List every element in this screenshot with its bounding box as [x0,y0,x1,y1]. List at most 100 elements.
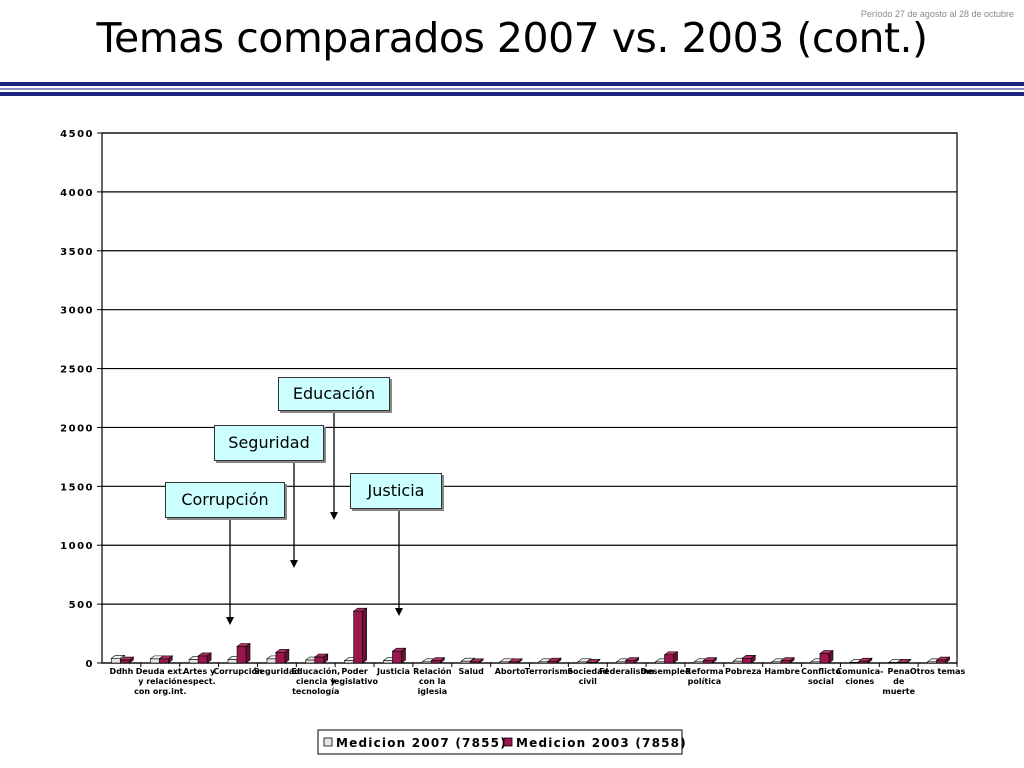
bar-front [353,610,363,664]
y-tick-label: 2000 [60,423,94,434]
bar-front [120,659,130,664]
bar-2003 [547,657,562,664]
bar-2003 [508,658,523,664]
bar-front [188,659,199,664]
x-tick-label: Reforma política [685,667,723,686]
bar-2003 [663,651,679,664]
arrow-head [290,560,298,568]
bar-front [305,659,316,664]
arrow-corrupcion [226,516,234,625]
x-tick-label: Conflicto social [801,667,841,686]
x-tick-label: Poder legislativo [331,667,378,686]
bar-2003 [741,654,757,664]
bar-front [849,662,860,664]
legend-label: Medicion 2007 (7855) [336,736,507,750]
bar-front [810,661,821,664]
bar-front [819,653,830,664]
legend-swatch [323,737,333,747]
legend-swatch [503,737,513,747]
bar-front [392,650,402,664]
bar-side [245,642,251,664]
x-tick-label: Desempleo [641,667,691,676]
bar-2003 [780,657,796,664]
x-tick-label: Seguridad [254,667,300,676]
bar-front [266,658,277,664]
bar-front [664,654,674,664]
bar-2003 [430,657,446,664]
bar-front [158,658,169,664]
bar-front [897,662,908,664]
x-tick-label: Corrupción [213,666,263,676]
y-tick-label: 500 [69,600,94,611]
bar-front [508,661,519,664]
x-tick-label: Artes y espect. [183,667,216,686]
bar-2003 [274,648,290,664]
bar-front [703,660,713,664]
arrow-head [330,512,338,520]
bar-front [431,660,441,664]
bar-front [236,646,247,664]
bar-front [616,661,626,664]
x-tick-label: Terrorismo [525,667,574,676]
bar-front [499,661,510,664]
bar-2003 [819,649,834,664]
bar-2003 [469,658,485,664]
bar-2003 [585,658,601,664]
bar-2003 [236,642,251,664]
x-tick-label: Ddhh [110,667,134,676]
callout-corrupcion: Corrupción [165,482,285,518]
callout-justicia: Justicia [350,473,442,509]
bar-front [149,658,160,664]
bar-front [111,657,121,664]
y-tick-label: 1000 [60,541,94,552]
y-tick-label: 0 [86,659,94,670]
callout-educacion: Educación [278,377,390,411]
bar-2003 [197,652,213,664]
y-tick-label: 1500 [60,482,94,493]
bar-front [732,660,743,664]
callout-seguridad: Seguridad [214,425,324,461]
bar-2003 [352,607,368,664]
arrow-justicia [395,507,403,616]
x-tick-label: Salud [459,667,485,676]
bar-front [625,660,635,664]
x-tick-label: Hambre [764,667,800,676]
title-underline [0,82,1024,96]
arrow-head [395,608,403,616]
arrow-educacion [330,409,338,520]
bar-front [344,660,354,664]
bar-front [888,662,899,664]
bar-2003 [896,658,912,664]
bar-front [927,661,937,664]
x-tick-label: Otros temas [910,667,966,676]
x-tick-label: Comunica-ciones [836,667,883,686]
bar-front [314,656,325,664]
bar-front [538,661,549,664]
y-tick-label: 2500 [60,365,94,376]
x-tick-label: Justicia [376,667,410,676]
bar-front [227,659,238,664]
bar-front [469,661,480,664]
y-tick-label: 3000 [60,306,94,317]
bar-2003 [702,657,718,664]
bar-2003 [158,655,174,664]
bar-front [858,660,869,664]
bar-front [275,652,286,664]
page-title: Temas comparados 2007 vs. 2003 (cont.) [96,14,928,62]
bar-front [547,660,558,664]
x-tick-label: Aborto [495,667,526,676]
x-tick-label: Pobreza [725,667,762,676]
arrow-head [226,617,234,625]
legend-box [317,729,683,755]
legend-label: Medicion 2003 (7858) [516,736,687,750]
bar-2003 [313,653,329,664]
x-tick-label: Educación, ciencia y tecnología [291,666,340,696]
x-tick-label: Federalismo [599,667,655,676]
bar-front [741,657,752,664]
x-tick-label: Deuda ext. y relación con org.int. [134,667,186,696]
bar-front [586,662,597,664]
y-tick-label: 3500 [60,247,94,258]
bar-2003 [391,647,407,664]
bar-front [383,660,393,664]
